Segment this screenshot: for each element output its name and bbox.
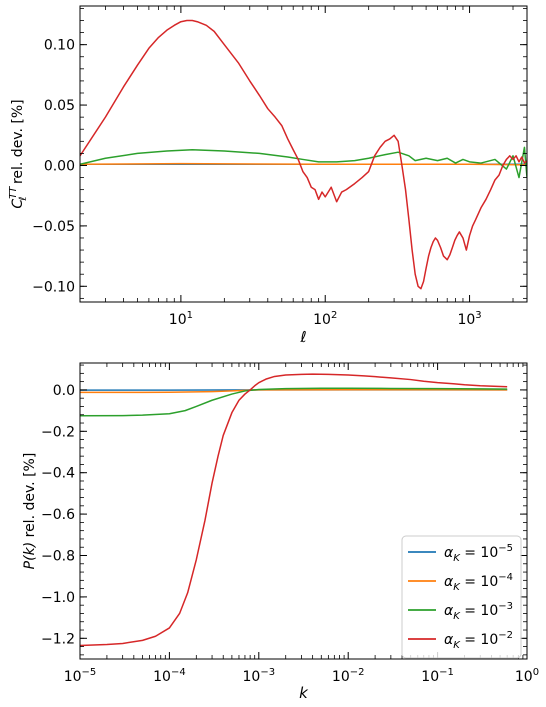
pk-x-tick-label: 100 <box>515 667 539 685</box>
pk-series-a4 <box>80 373 508 647</box>
pk-x-tick-label: 10−4 <box>153 667 186 685</box>
pk-y-tick-label: −0.6 <box>41 507 75 523</box>
pk-y-label-rest: rel. dev. [%] <box>22 453 38 542</box>
pk-y-tick-label: −1.0 <box>41 590 75 606</box>
pk-plot-frame <box>79 362 528 660</box>
legend-label-a2: αK = 10−4 <box>444 572 513 593</box>
cl-tt-x-axis-label: ℓ <box>299 328 306 346</box>
pk-x-tick-label: 10−3 <box>243 667 276 685</box>
cl-tt-series-a3 <box>80 146 527 179</box>
pk-x-axis-label: k <box>299 684 309 702</box>
cl-tt-series-a2 <box>80 162 527 166</box>
pk-y-axis-label: P(k) rel. dev. [%] <box>22 453 38 570</box>
pk-series-a2 <box>80 388 508 394</box>
pk-chart: 10−5 10−4 10−3 10−2 10−1 100 0.0 −0.2 −0.4 −0.6 −0… <box>22 362 539 702</box>
cl-tt-x-tick-label: 101 <box>169 310 193 328</box>
cl-tt-y-label-main: C <box>10 199 26 209</box>
cl-tt-y-label-sub: ℓ <box>18 197 29 201</box>
pk-axes-layer: 10−5 10−4 10−3 10−2 10−1 100 0.0 −0.2 −0.4 −0.6 −0… <box>41 363 539 685</box>
cl-tt-series-a4 <box>80 19 527 290</box>
pk-series-a3 <box>80 387 508 417</box>
pk-y-tick-label: −0.8 <box>41 549 75 565</box>
cl-tt-y-tick-label: −0.05 <box>32 219 75 235</box>
pk-x-tick-label: 10−1 <box>421 667 454 685</box>
cl-tt-axes-layer: 101 102 103 0.10 0.05 0.00 −0.05 −0.10 <box>32 6 527 328</box>
cl-tt-y-tick-label: 0.05 <box>44 98 75 114</box>
pk-y-tick-label: −0.2 <box>41 424 75 440</box>
cl-tt-x-tick-label: 103 <box>457 310 481 328</box>
cl-tt-y-axis-label: CTTℓ rel. dev. [%] <box>8 99 29 208</box>
cl-tt-y-tick-label: −0.10 <box>32 279 75 295</box>
cl-tt-x-tick-label: 102 <box>313 310 337 328</box>
pk-y-label-main: P(k) <box>22 542 38 569</box>
pk-legend: αK = 10−5 αK = 10−4 αK = 10−3 αK = 10−2 <box>401 535 522 659</box>
cl-tt-y-label-rest: rel. dev. [%] <box>10 99 26 188</box>
pk-y-tick-label: 0.0 <box>53 383 75 399</box>
legend-label-a1: αK = 10−5 <box>444 543 513 564</box>
cl-tt-plot-frame <box>79 5 528 303</box>
pk-x-tick-label: 10−2 <box>332 667 365 685</box>
cl-tt-y-tick-label: 0.00 <box>44 158 75 174</box>
legend-label-a4: αK = 10−2 <box>444 630 513 651</box>
cl-tt-y-tick-label: 0.10 <box>44 38 75 54</box>
pk-x-tick-label: 10−5 <box>64 667 97 685</box>
cl-tt-y-label-sup: TT <box>8 186 19 199</box>
pk-series-layer <box>80 373 508 647</box>
cl-tt-series-layer <box>80 19 527 290</box>
legend-label-a3: αK = 10−3 <box>444 601 513 622</box>
pk-y-tick-label: −1.2 <box>41 631 75 647</box>
pk-y-tick-label: −0.4 <box>41 466 75 482</box>
legend-box <box>401 535 522 659</box>
